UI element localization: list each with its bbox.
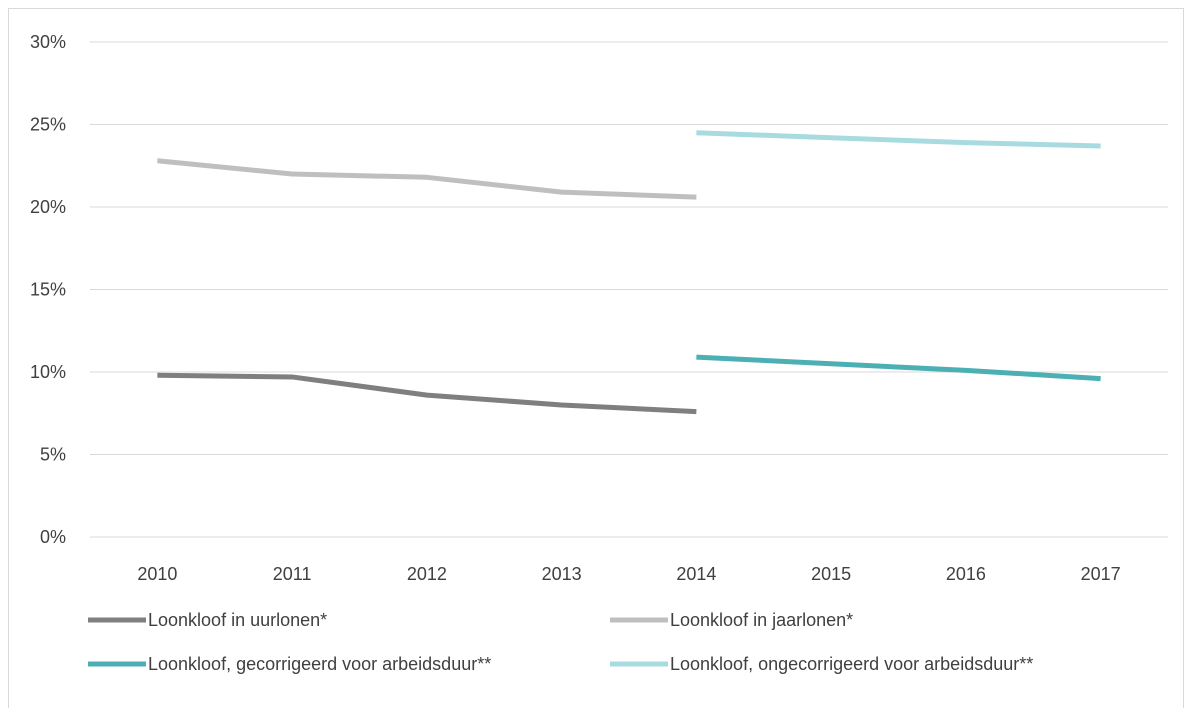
y-axis-ticks: 0% 5% 10% 15% 20% 25% 30% <box>30 32 66 547</box>
chart-frame <box>8 8 1184 708</box>
x-tick-label: 2010 <box>137 564 177 584</box>
y-tick-label: 20% <box>30 197 66 217</box>
series-line-4 <box>696 130 1101 149</box>
legend-label: Loonkloof in jaarlonen* <box>670 610 853 630</box>
series-line-3 <box>696 354 1101 382</box>
y-tick-label: 30% <box>30 32 66 52</box>
legend-item-4: Loonkloof, ongecorrigeerd voor arbeidsdu… <box>610 654 1033 674</box>
legend-item-2: Loonkloof in jaarlonen* <box>610 610 853 630</box>
y-tick-label: 25% <box>30 115 66 135</box>
x-tick-label: 2015 <box>811 564 851 584</box>
gridlines <box>90 41 1168 538</box>
legend-item-1: Loonkloof in uurlonen* <box>88 610 327 630</box>
x-tick-label: 2017 <box>1081 564 1121 584</box>
legend-label: Loonkloof in uurlonen* <box>148 610 327 630</box>
y-tick-label: 15% <box>30 280 66 300</box>
x-axis-ticks: 2010 2011 2012 2013 2014 2015 2016 2017 <box>137 564 1120 584</box>
legend: Loonkloof in uurlonen* Loonkloof in jaarl… <box>88 610 1033 674</box>
legend-item-3: Loonkloof, gecorrigeerd voor arbeidsduur… <box>88 654 491 674</box>
series-line-1 <box>157 372 697 415</box>
x-tick-label: 2016 <box>946 564 986 584</box>
x-tick-label: 2011 <box>273 564 312 584</box>
legend-label: Loonkloof, ongecorrigeerd voor arbeidsdu… <box>670 654 1033 674</box>
x-tick-label: 2013 <box>542 564 582 584</box>
y-tick-label: 5% <box>40 445 66 465</box>
y-tick-label: 10% <box>30 362 66 382</box>
series-line-2 <box>157 158 697 200</box>
x-tick-label: 2012 <box>407 564 447 584</box>
x-tick-label: 2014 <box>676 564 716 584</box>
legend-label: Loonkloof, gecorrigeerd voor arbeidsduur… <box>148 654 491 674</box>
y-tick-label: 0% <box>40 527 66 547</box>
series-lines <box>157 130 1101 415</box>
